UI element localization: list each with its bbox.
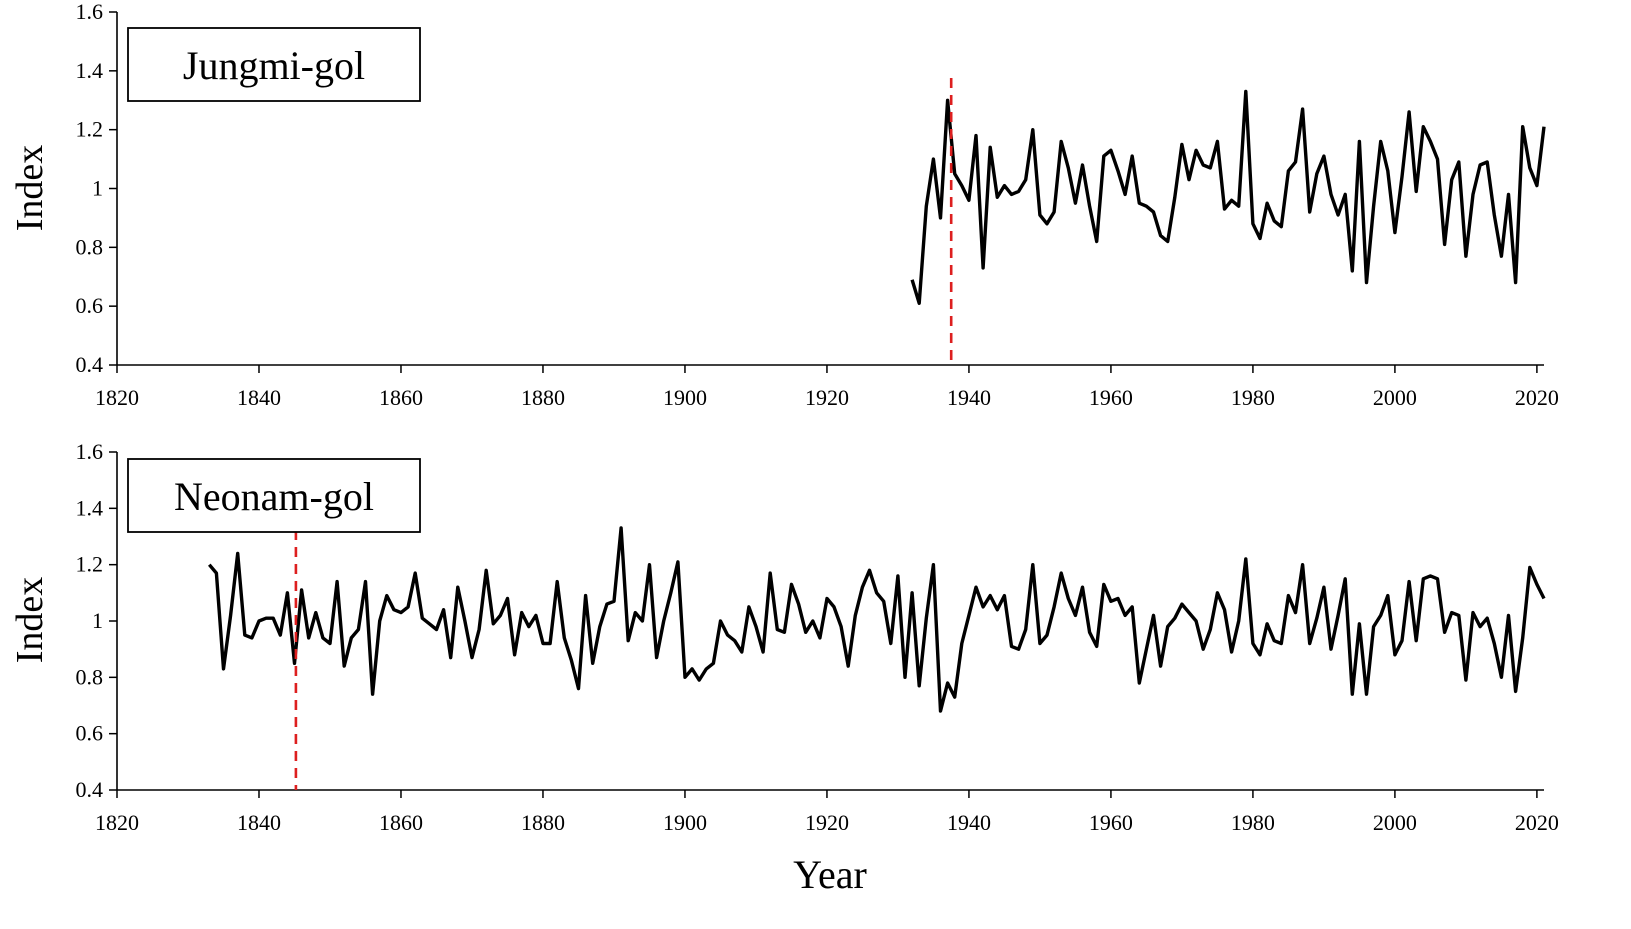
y-axis-title: Index: [9, 577, 51, 664]
site-label-text: Jungmi-gol: [183, 43, 365, 88]
x-tick-label: 1820: [95, 385, 139, 410]
x-tick-label: 1840: [237, 385, 281, 410]
site-label-text: Neonam-gol: [174, 474, 374, 519]
x-tick-label: 2000: [1373, 810, 1417, 835]
x-tick-label: 1940: [947, 385, 991, 410]
y-tick-label: 1.6: [76, 0, 104, 24]
x-tick-label: 1940: [947, 810, 991, 835]
y-tick-label: 0.8: [76, 664, 104, 689]
x-tick-label: 1820: [95, 810, 139, 835]
x-tick-label: 1980: [1231, 810, 1275, 835]
x-tick-label: 1880: [521, 385, 565, 410]
y-tick-label: 1: [92, 176, 103, 201]
x-tick-label: 1960: [1089, 385, 1133, 410]
y-tick-label: 0.6: [76, 293, 104, 318]
y-tick-label: 0.6: [76, 721, 104, 746]
site-label-box: Jungmi-gol: [127, 27, 421, 102]
x-tick-label: 1900: [663, 810, 707, 835]
chart-panel-neonam-gol: 0.4 0.6 0.8 1 1.2 1.4 1.6 1820 1840 1860 1880 1900…: [9, 439, 1559, 835]
x-tick-label: 2000: [1373, 385, 1417, 410]
y-tick-label: 0.4: [76, 352, 104, 377]
x-tick-label: 1900: [663, 385, 707, 410]
x-tick-label: 1920: [805, 385, 849, 410]
y-tick-label: 0.8: [76, 234, 104, 259]
x-ticks: 1820 1840 1860 1880 1900 1920 1940 1960 1980 2000…: [95, 790, 1559, 835]
x-tick-label: 1920: [805, 810, 849, 835]
index-series-line: [208, 526, 1546, 713]
index-series-line: [910, 89, 1546, 305]
y-ticks: 0.4 0.6 0.8 1 1.2 1.4 1.6: [76, 439, 117, 802]
y-tick-label: 1.2: [76, 552, 104, 577]
y-tick-label: 1.4: [76, 58, 104, 83]
x-tick-label: 1980: [1231, 385, 1275, 410]
x-tick-label: 1860: [379, 385, 423, 410]
y-tick-label: 1: [92, 608, 103, 633]
x-tick-label: 1960: [1089, 810, 1133, 835]
x-tick-label: 1880: [521, 810, 565, 835]
y-axis-title: Index: [9, 145, 51, 232]
x-tick-label: 1860: [379, 810, 423, 835]
y-tick-label: 1.6: [76, 439, 104, 464]
x-axis-title: Year: [793, 852, 867, 897]
y-tick-label: 1.2: [76, 117, 104, 142]
x-tick-label: 1840: [237, 810, 281, 835]
x-tick-label: 2020: [1515, 810, 1559, 835]
site-label-box: Neonam-gol: [127, 458, 421, 533]
y-tick-label: 1.4: [76, 495, 104, 520]
x-tick-label: 2020: [1515, 385, 1559, 410]
chart-panel-jungmi-gol: 0.4 0.6 0.8 1 1.2 1.4 1.6 1820 1840 1860 1880 1900…: [9, 0, 1559, 410]
y-tick-label: 0.4: [76, 777, 104, 802]
x-ticks: 1820 1840 1860 1880 1900 1920 1940 1960 1980 2000…: [95, 365, 1559, 410]
y-ticks: 0.4 0.6 0.8 1 1.2 1.4 1.6: [76, 0, 117, 377]
